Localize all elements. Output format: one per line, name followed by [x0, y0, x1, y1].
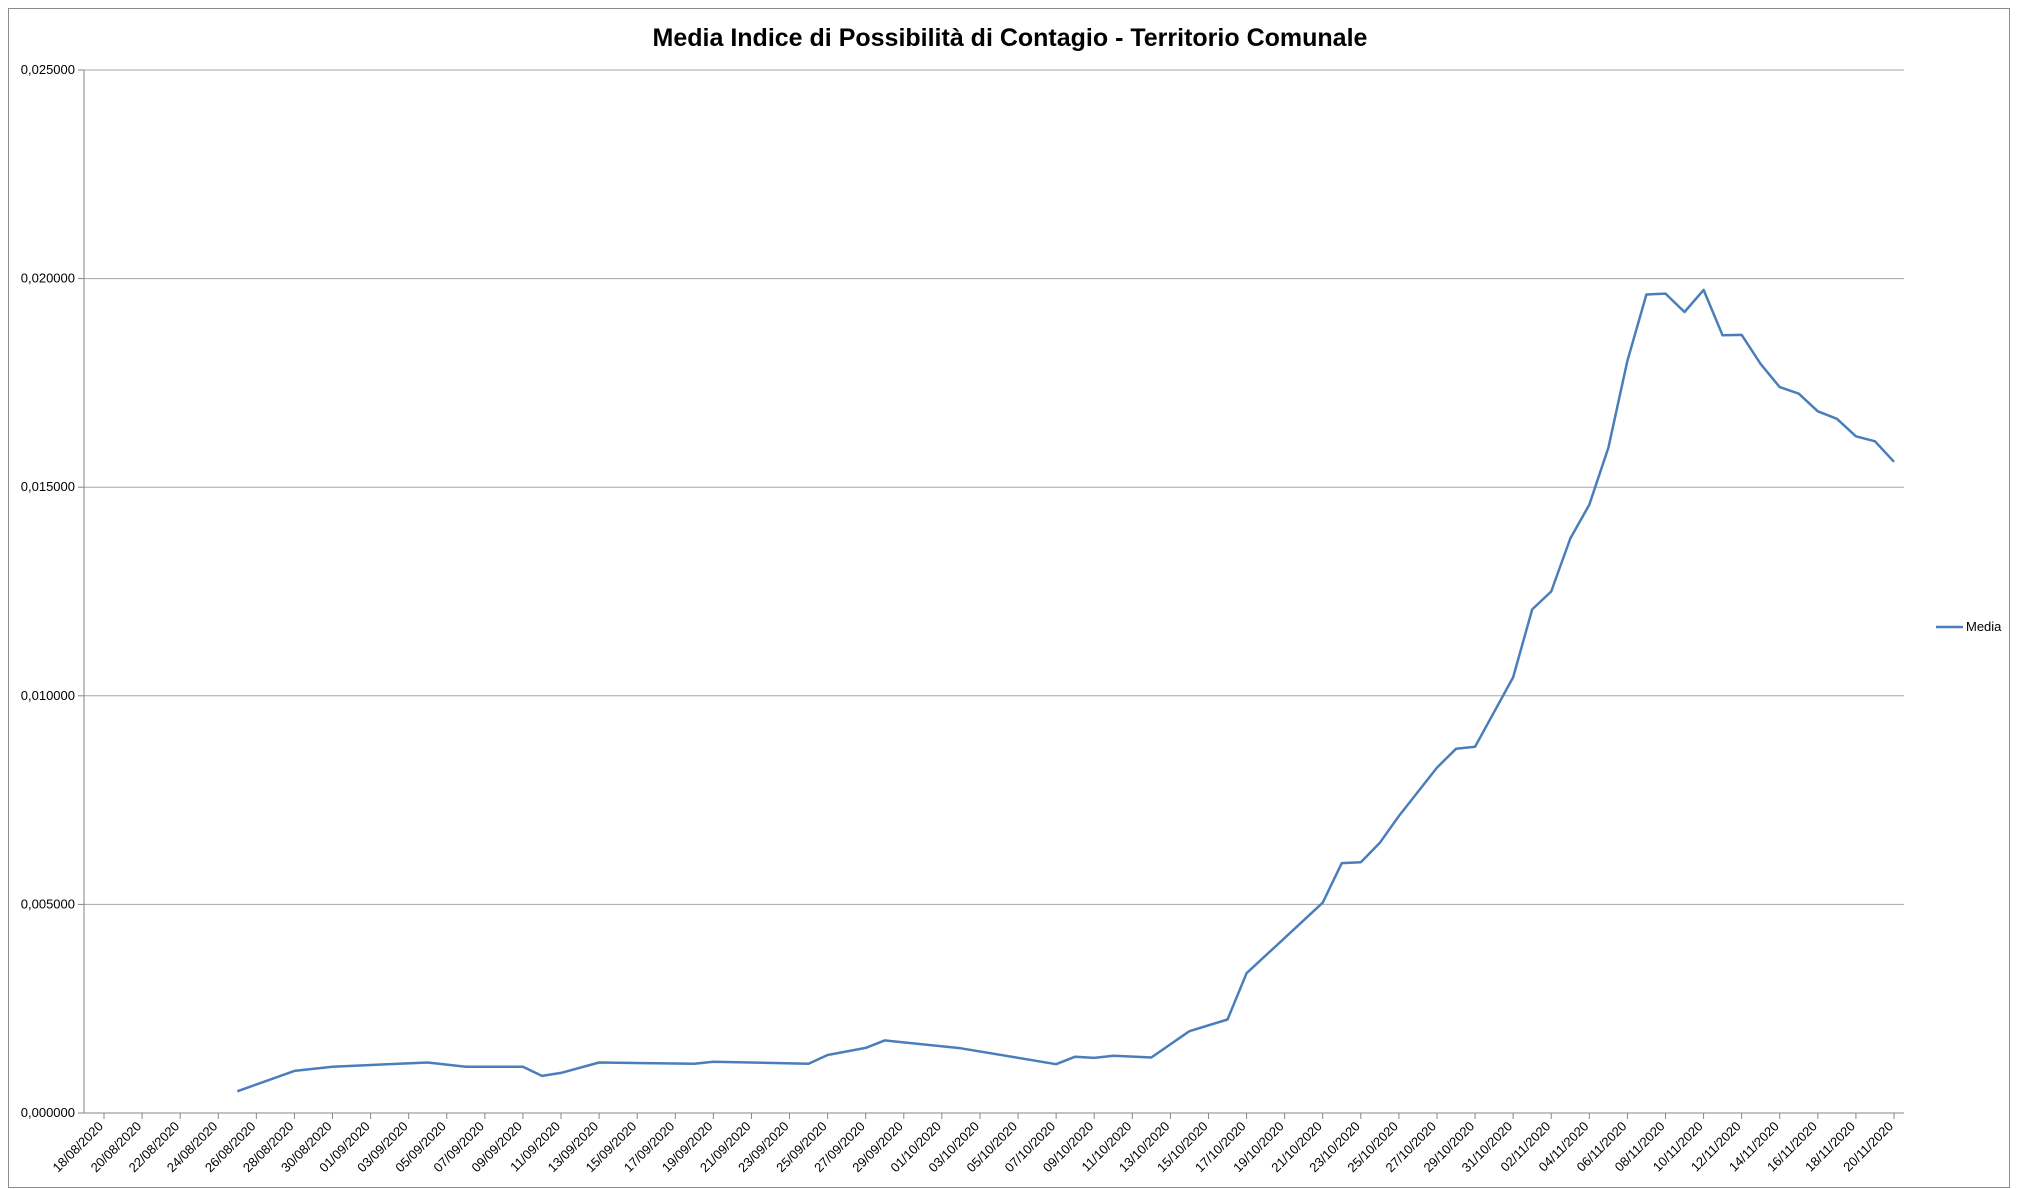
axes [83, 70, 1904, 1114]
chart-frame: Media Indice di Possibilità di Contagio … [8, 8, 2010, 1188]
legend-label-media: Media [1966, 619, 2002, 634]
line-chart: Media Indice di Possibilità di Contagio … [21, 24, 2002, 1175]
legend: Media [1936, 619, 2002, 634]
series-group [236, 288, 1895, 1093]
y-tick-label: 0,020000 [21, 271, 75, 286]
y-tick-label: 0,015000 [21, 479, 75, 494]
y-tick-label: 0,025000 [21, 62, 75, 77]
chart-title: Media Indice di Possibilità di Contagio … [653, 24, 1368, 52]
x-axis-ticks: 18/08/202020/08/202022/08/202024/08/2020… [49, 1113, 1896, 1175]
y-tick-label: 0,010000 [21, 688, 75, 703]
y-tick-label: 0,000000 [21, 1105, 75, 1120]
y-axis-ticks: 0,000000 0,005000 0,010000 0,015000 0,020000… [21, 62, 84, 1120]
series-line-media [236, 288, 1895, 1093]
y-tick-label: 0,005000 [21, 896, 75, 911]
gridlines [84, 69, 1904, 905]
